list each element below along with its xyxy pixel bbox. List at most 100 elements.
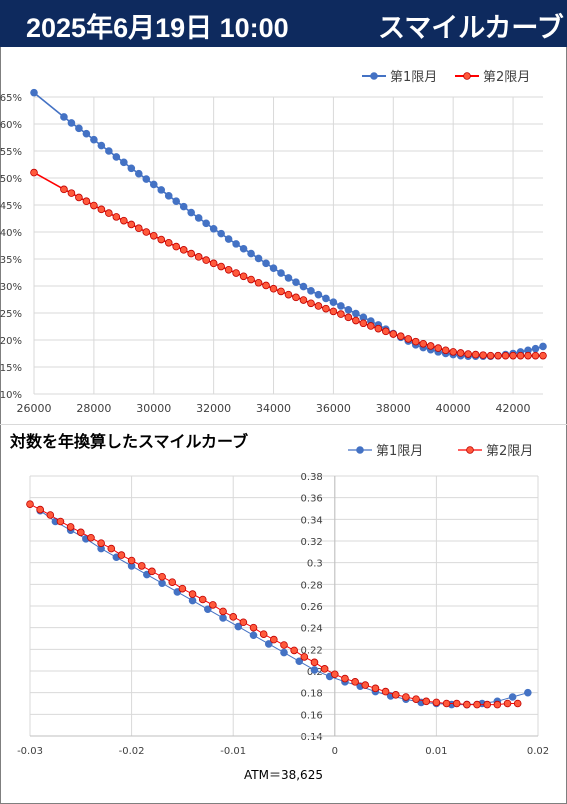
series-line-2 <box>29 503 518 706</box>
data-point-series-1 <box>264 640 273 648</box>
data-point-series-1 <box>172 197 181 206</box>
data-point-series-2 <box>97 205 106 214</box>
data-point-series-2 <box>56 517 65 526</box>
x-tick-label: 0.01 <box>425 746 447 757</box>
data-point-series-2 <box>329 307 338 316</box>
data-point-series-2 <box>239 618 248 627</box>
data-point-series-2 <box>531 351 540 360</box>
data-point-series-2 <box>322 304 330 313</box>
data-point-series-1 <box>280 648 288 657</box>
data-point-series-1 <box>295 657 304 666</box>
data-point-series-1 <box>204 605 212 614</box>
data-point-series-2 <box>361 681 370 689</box>
data-point-series-1 <box>134 169 143 178</box>
y-tick-label: 0.24 <box>301 624 323 635</box>
data-point-series-2 <box>486 351 495 360</box>
data-point-series-2 <box>464 350 472 358</box>
data-point-series-1 <box>105 147 113 155</box>
data-point-series-1 <box>60 113 68 121</box>
data-point-series-2 <box>352 316 360 325</box>
smile-curve-chart: 26000 28000 30000 32000 34000 36000 38000 40000… <box>0 70 547 415</box>
data-point-series-2 <box>259 630 268 638</box>
data-point-series-1 <box>539 342 547 351</box>
data-point-series-2 <box>46 511 55 519</box>
y-tick-label: 55% <box>0 147 22 158</box>
y-tick-label: 40% <box>0 228 22 239</box>
data-point-series-1 <box>322 294 330 303</box>
x-tick-label: 0 <box>332 746 338 757</box>
y-tick-label: 0.34 <box>301 515 323 526</box>
data-point-series-1 <box>277 269 285 277</box>
data-point-series-2 <box>307 299 315 308</box>
data-point-series-2 <box>337 310 345 318</box>
data-point-series-1 <box>112 153 121 161</box>
data-point-series-2 <box>66 523 75 531</box>
data-point-series-2 <box>178 584 187 593</box>
data-point-series-2 <box>224 266 233 274</box>
data-point-series-2 <box>30 168 38 177</box>
x-tick-label: 32000 <box>196 402 231 415</box>
y-tick-label: 65% <box>0 93 22 104</box>
data-point-series-1 <box>219 614 227 622</box>
x-tick-label: 38000 <box>376 402 411 415</box>
data-point-series-2 <box>112 213 121 221</box>
y-tick-label: 45% <box>0 201 22 212</box>
data-point-series-2 <box>320 665 329 673</box>
data-point-series-2 <box>149 231 158 240</box>
x-tick-label: -0.01 <box>220 746 246 757</box>
data-point-series-1 <box>234 622 243 631</box>
data-point-series-2 <box>479 351 487 359</box>
legend-label: 第1限月 <box>376 444 423 459</box>
data-point-series-1 <box>262 259 270 268</box>
data-point-series-1 <box>344 305 353 314</box>
data-point-series-1 <box>82 129 91 138</box>
x-tick-label: 28000 <box>76 402 111 415</box>
data-point-series-2 <box>422 697 431 706</box>
data-point-series-2 <box>247 275 255 284</box>
data-point-series-2 <box>509 351 517 360</box>
x-tick-label: 26000 <box>17 402 52 415</box>
x-tick-label: 40000 <box>436 402 471 415</box>
page-date: 2025年6月19日 10:00 <box>26 13 289 43</box>
legend-marker <box>356 446 364 454</box>
data-point-series-1 <box>292 278 300 287</box>
y-tick-label: 0.16 <box>301 710 323 721</box>
data-point-series-2 <box>483 700 492 709</box>
x-tick-label: 42000 <box>496 402 531 415</box>
data-point-series-1 <box>337 302 345 310</box>
y-tick-label: 0.22 <box>301 645 323 656</box>
data-point-series-2 <box>232 269 240 277</box>
data-point-series-2 <box>229 613 238 621</box>
data-point-series-2 <box>434 344 443 352</box>
data-point-series-2 <box>142 228 151 236</box>
data-point-series-2 <box>330 670 339 679</box>
data-point-series-2 <box>284 290 293 299</box>
data-point-series-2 <box>67 189 76 197</box>
data-point-series-2 <box>158 572 166 581</box>
data-point-series-2 <box>503 699 512 708</box>
legend-marker <box>370 72 378 80</box>
data-point-series-1 <box>194 214 203 222</box>
data-point-series-2 <box>374 324 383 333</box>
data-point-series-2 <box>539 351 547 360</box>
data-point-series-2 <box>426 342 435 350</box>
y-tick-label: 0.14 <box>301 732 323 743</box>
data-point-series-2 <box>137 562 146 570</box>
data-point-series-1 <box>127 164 136 173</box>
data-point-series-2 <box>299 296 308 304</box>
data-point-series-2 <box>105 209 113 217</box>
data-point-series-2 <box>90 201 98 210</box>
data-point-series-2 <box>310 658 319 667</box>
data-point-series-2 <box>172 242 181 251</box>
legend-label: 第2限月 <box>483 70 530 85</box>
data-point-series-2 <box>179 246 188 254</box>
data-point-series-2 <box>501 351 510 360</box>
data-point-series-2 <box>117 551 126 559</box>
y-tick-label: 0.26 <box>301 602 323 613</box>
atm-label: ATM＝38,625 <box>244 768 323 782</box>
series-line-2 <box>33 171 543 357</box>
data-point-series-2 <box>493 700 502 709</box>
data-point-series-1 <box>269 264 278 272</box>
data-point-series-2 <box>442 699 451 708</box>
data-point-series-1 <box>158 579 166 588</box>
